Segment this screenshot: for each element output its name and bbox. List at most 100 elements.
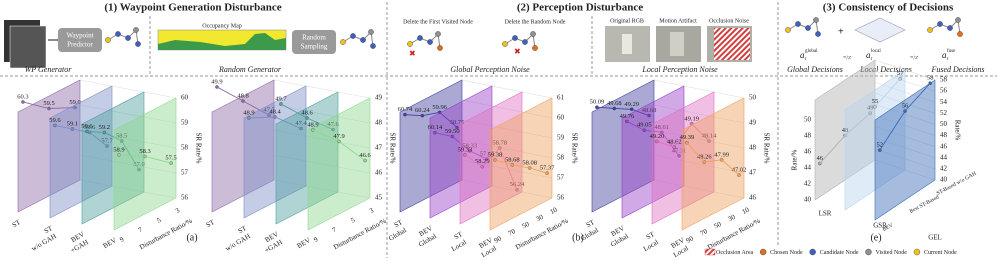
- data-line: [248, 116, 302, 129]
- depth-tick-label: 7: [331, 225, 338, 234]
- graph-icon-node: [795, 21, 801, 27]
- graph-icon-node: [340, 39, 346, 45]
- data-point: [215, 85, 219, 89]
- caption: Fused Decisions: [930, 65, 984, 74]
- graph-icon-node: [417, 35, 423, 41]
- z-tick-label: 47: [749, 169, 757, 177]
- graph-icon-node: [115, 31, 121, 37]
- z-tick-label: 60: [557, 114, 565, 122]
- left-tick-label: 44: [804, 164, 812, 172]
- plane: [17, 79, 81, 213]
- plane: [489, 97, 553, 231]
- depth-tick-label: 3: [174, 206, 181, 215]
- category-label: ST: [43, 224, 55, 235]
- graph-icon-node: [785, 27, 791, 33]
- value-label: 47.6: [327, 121, 339, 128]
- value-label: 49.05: [637, 122, 652, 129]
- caption: Random Generator: [218, 65, 282, 74]
- scene-image: [9, 25, 47, 69]
- grid-line: [653, 104, 745, 124]
- value-label: 48.9: [307, 121, 318, 128]
- value-label: 48.61: [654, 124, 669, 131]
- graph-icon-edge: [107, 28, 139, 45]
- value-label: 59.6: [81, 123, 93, 130]
- data-line: [54, 124, 108, 147]
- data-line: [216, 86, 270, 116]
- value-label: 47.9: [333, 133, 344, 140]
- depth-tick-label: 5: [156, 216, 163, 225]
- graph-icon-node: [435, 31, 441, 37]
- category-label: ST: [393, 218, 405, 229]
- value-label: 47.31: [672, 147, 687, 154]
- depth-tick-label: 10: [549, 205, 559, 216]
- z-tick-label: 57: [557, 174, 565, 182]
- depth-tick-label: 30: [727, 213, 737, 224]
- z-tick-label: 52: [940, 109, 948, 117]
- predictor-label: Predictor: [67, 41, 93, 49]
- plane: [681, 97, 745, 231]
- value-label: 58.75: [450, 119, 465, 126]
- value-label: 48.6: [301, 109, 313, 116]
- z-axis-label: SR Rate/%: [570, 133, 578, 164]
- grid-line: [653, 79, 745, 99]
- graph-icon-node: [135, 41, 141, 47]
- z-tick-label: 44: [940, 153, 948, 161]
- graph-icon-edge: [409, 32, 441, 49]
- symbol: a: [866, 50, 871, 60]
- value-label: 59.2: [99, 124, 110, 131]
- depth-tick-label: 3: [368, 206, 375, 215]
- grid-line: [273, 104, 371, 124]
- legend-label: Occlusion Area: [716, 250, 753, 256]
- graph-icon-node: [407, 41, 413, 47]
- graph-icon-node: [532, 45, 538, 51]
- plane: [621, 85, 685, 219]
- category-label: ST: [205, 218, 217, 229]
- plane: [459, 91, 523, 225]
- z-axis-label: SR Rate/%: [762, 133, 770, 164]
- graph-icon-node: [522, 39, 528, 45]
- plane: [113, 97, 177, 231]
- grid-line: [273, 154, 371, 174]
- depth-tick-label: 10: [741, 205, 751, 216]
- depth-tick-label: 90: [493, 234, 503, 245]
- z-tick-label: 58: [181, 144, 189, 152]
- symbol: t: [805, 57, 807, 62]
- value-label: 55: [872, 98, 879, 105]
- plane: [211, 79, 275, 213]
- graph-icon-node: [360, 37, 366, 43]
- value-label: 60.14: [428, 124, 443, 131]
- z-tick-label: 40: [940, 176, 948, 184]
- legend-swatch: [809, 248, 816, 256]
- data-line: [626, 121, 680, 157]
- z-tick-label: 48: [375, 119, 383, 127]
- z-tick-label: 61: [557, 94, 565, 102]
- value-label: 58.68: [505, 156, 520, 163]
- legend-label: Visited Node: [875, 250, 907, 256]
- noise-label: Delete the First Visited Node: [403, 19, 473, 25]
- data-line: [686, 142, 740, 176]
- graph-icon-node: [927, 27, 933, 33]
- graph-icon-edge: [929, 18, 961, 35]
- plane: [429, 85, 493, 219]
- rgb-image: [622, 34, 632, 54]
- grid-line: [273, 129, 371, 149]
- category-label: w/o GAH: [30, 232, 58, 253]
- value-label: 48.4: [269, 108, 281, 115]
- value-label: 49.39: [680, 134, 695, 141]
- grid-line: [273, 179, 371, 199]
- graph-icon-node: [937, 21, 943, 27]
- category-label: ST: [585, 218, 597, 229]
- z-tick-label: 54: [940, 98, 948, 106]
- value-label: 59.1: [67, 120, 78, 127]
- value-label: 58.29: [475, 158, 490, 165]
- data-line: [494, 159, 548, 174]
- category-label: GSR: [873, 222, 887, 230]
- value-label: 48.26: [697, 153, 712, 160]
- value-label: 56.24: [510, 181, 525, 188]
- left-tick-label: 40: [804, 196, 812, 204]
- map-label: Occupancy Map: [202, 23, 241, 29]
- z-tick-label: 60: [181, 94, 189, 102]
- value-label: 52: [877, 142, 884, 149]
- legend-label: Current Node: [924, 250, 957, 256]
